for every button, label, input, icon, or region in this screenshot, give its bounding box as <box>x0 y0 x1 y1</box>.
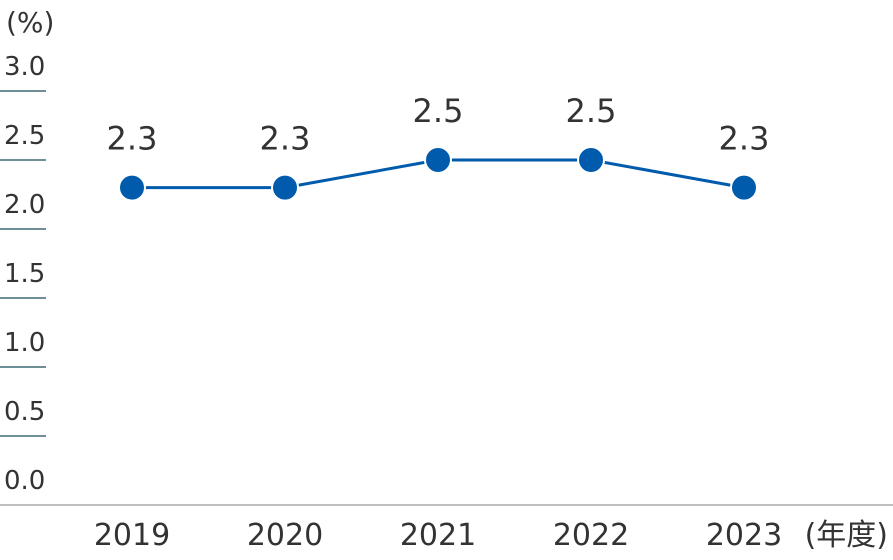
series-group: 2.3 2.3 2.5 2.5 2.3 <box>107 92 770 202</box>
y-axis: 0.0 0.5 1.0 1.5 2.0 2.5 3.0 <box>0 52 46 496</box>
y-tick-label: 1.5 <box>4 259 45 289</box>
data-point <box>577 146 605 174</box>
x-tick-label: 2022 <box>553 518 629 553</box>
data-point <box>271 173 299 202</box>
x-unit-label: (年度) <box>805 518 888 553</box>
y-tick-label: 0.0 <box>4 466 45 496</box>
x-tick-label: 2020 <box>247 518 323 553</box>
data-label: 2.3 <box>719 120 770 158</box>
x-tick-label: 2021 <box>400 518 476 553</box>
y-unit-label: (%) <box>6 6 54 39</box>
data-point <box>424 146 452 174</box>
y-tick-label: 2.5 <box>4 121 45 151</box>
x-tick-label: 2019 <box>94 518 170 553</box>
data-label: 2.5 <box>566 92 617 130</box>
data-point <box>730 173 758 202</box>
y-tick-label: 2.0 <box>4 190 45 220</box>
data-point <box>118 173 146 202</box>
y-tick-label: 0.5 <box>4 397 45 427</box>
y-tick-label: 3.0 <box>4 52 45 82</box>
y-tick-label: 1.0 <box>4 328 45 358</box>
data-label: 2.3 <box>107 120 158 158</box>
x-axis: 2019 2020 2021 2022 2023 (年度) <box>94 518 888 553</box>
data-label: 2.5 <box>413 92 464 130</box>
data-label: 2.3 <box>260 120 311 158</box>
x-tick-label: 2023 <box>706 518 782 553</box>
